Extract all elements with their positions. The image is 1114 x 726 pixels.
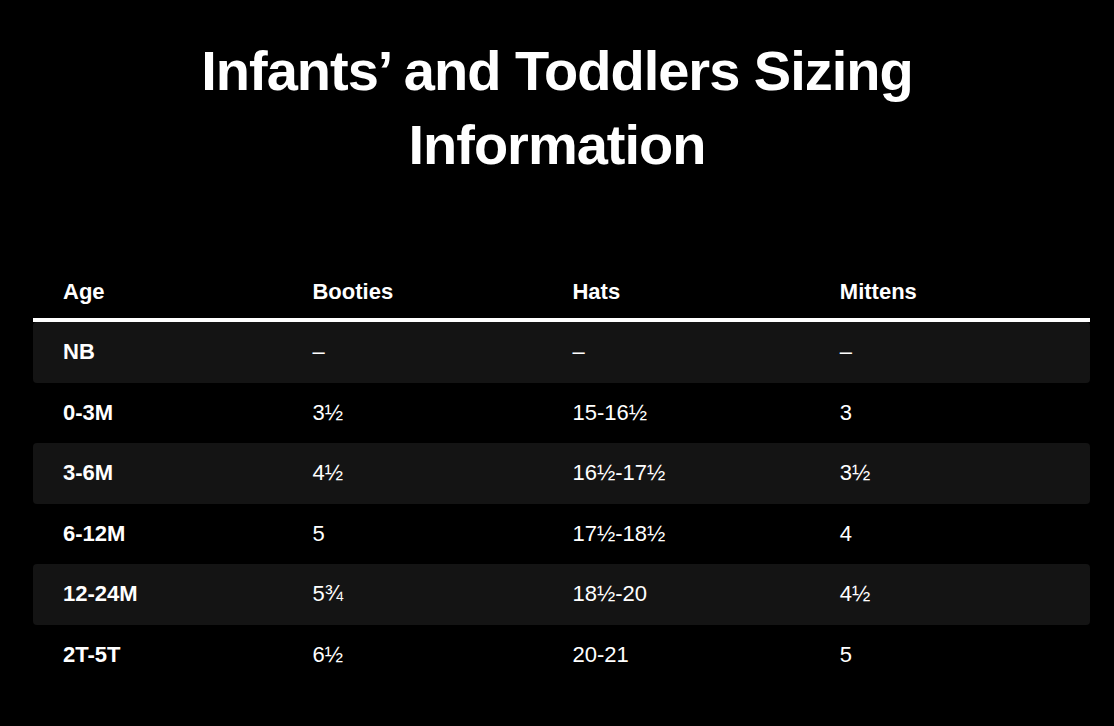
mittens-cell: 4: [810, 521, 1090, 547]
table-row: 0-3M 3½ 15-16½ 3: [33, 383, 1090, 444]
hats-cell: 16½-17½: [542, 460, 809, 486]
booties-cell: 6½: [282, 642, 542, 668]
mittens-cell: 3: [810, 400, 1090, 426]
sizing-info-page: Infants’ and Toddlers Sizing Information…: [0, 34, 1114, 685]
table-row: 3-6M 4½ 16½-17½ 3½: [33, 443, 1090, 504]
table-row: 2T-5T 6½ 20-21 5: [33, 625, 1090, 686]
mittens-cell: –: [810, 339, 1090, 365]
column-header-booties: Booties: [282, 279, 542, 305]
column-header-mittens: Mittens: [810, 279, 1090, 305]
mittens-cell: 5: [810, 642, 1090, 668]
table-row: 6-12M 5 17½-18½ 4: [33, 504, 1090, 565]
hats-cell: –: [542, 339, 809, 365]
table-row: 12-24M 5¾ 18½-20 4½: [33, 564, 1090, 625]
page-title-line1: Infants’ and Toddlers Sizing: [0, 34, 1114, 108]
column-header-hats: Hats: [542, 279, 809, 305]
table-header-row: Age Booties Hats Mittens: [33, 266, 1090, 318]
booties-cell: 3½: [282, 400, 542, 426]
mittens-cell: 4½: [810, 581, 1090, 607]
age-cell: NB: [33, 339, 282, 365]
age-cell: 2T-5T: [33, 642, 282, 668]
booties-cell: 5: [282, 521, 542, 547]
column-header-age: Age: [33, 279, 282, 305]
mittens-cell: 3½: [810, 460, 1090, 486]
age-cell: 0-3M: [33, 400, 282, 426]
booties-cell: 5¾: [282, 581, 542, 607]
table-row: NB – – –: [33, 322, 1090, 383]
page-title: Infants’ and Toddlers Sizing Information: [0, 34, 1114, 182]
sizing-table: Age Booties Hats Mittens NB – – – 0-3M 3…: [33, 266, 1090, 685]
hats-cell: 17½-18½: [542, 521, 809, 547]
hats-cell: 15-16½: [542, 400, 809, 426]
age-cell: 3-6M: [33, 460, 282, 486]
hats-cell: 18½-20: [542, 581, 809, 607]
booties-cell: 4½: [282, 460, 542, 486]
page-title-line2: Information: [0, 108, 1114, 182]
age-cell: 12-24M: [33, 581, 282, 607]
hats-cell: 20-21: [542, 642, 809, 668]
booties-cell: –: [282, 339, 542, 365]
age-cell: 6-12M: [33, 521, 282, 547]
